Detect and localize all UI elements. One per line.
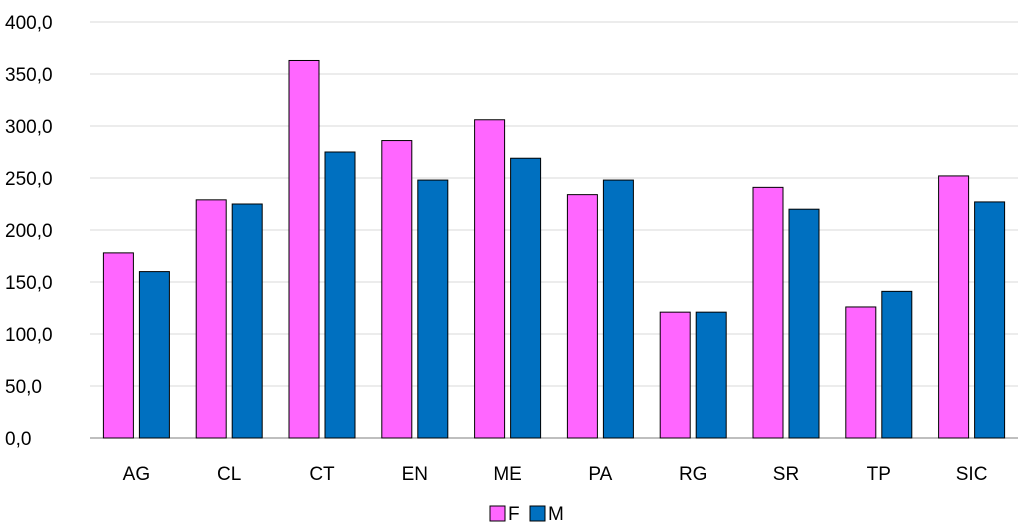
x-tick-label: ME: [493, 464, 522, 485]
bar-f-ct: [288, 59, 320, 439]
y-tick-label: 250,0: [5, 169, 53, 190]
bar-m-me: [510, 157, 542, 439]
y-tick-label: 100,0: [5, 325, 53, 346]
bar-f-ag: [102, 252, 134, 439]
legend-swatch-m: [529, 505, 546, 522]
bar-m-pa: [602, 179, 634, 439]
bar-m-sr: [788, 208, 820, 439]
bar-m-ag: [138, 271, 170, 439]
bar-m-rg: [695, 311, 727, 439]
y-tick-label: 50,0: [5, 377, 42, 398]
bar-m-cl: [231, 203, 263, 439]
legend-label-m: M: [548, 504, 564, 525]
x-tick-label: AG: [123, 464, 150, 485]
x-tick-label: SIC: [956, 464, 988, 485]
bar-m-tp: [881, 290, 913, 439]
x-tick-label: CT: [309, 464, 335, 485]
bar-f-sr: [752, 186, 784, 439]
bar-f-me: [474, 119, 506, 439]
bar-f-tp: [845, 306, 877, 439]
bar-f-en: [381, 140, 413, 439]
bar-f-cl: [195, 199, 227, 439]
y-axis: 0,0 50,0 100,0 150,0 200,0 250,0 300,0 350,0 400…: [5, 13, 53, 450]
y-tick-label: 350,0: [5, 65, 53, 86]
x-tick-label: CL: [217, 464, 241, 485]
y-tick-label: 0,0: [5, 429, 31, 450]
bar-m-sic: [974, 201, 1006, 439]
bars: [102, 59, 1006, 439]
gridlines: [90, 21, 1018, 439]
y-tick-label: 400,0: [5, 13, 53, 34]
bar-f-sic: [938, 175, 970, 439]
y-tick-label: 300,0: [5, 117, 53, 138]
x-tick-label: PA: [588, 464, 612, 485]
y-tick-label: 150,0: [5, 273, 53, 294]
legend-label-f: F: [508, 504, 520, 525]
x-tick-label: RG: [679, 464, 708, 485]
x-tick-label: EN: [402, 464, 428, 485]
x-tick-label: TP: [867, 464, 891, 485]
y-tick-label: 200,0: [5, 221, 53, 242]
x-axis: AG CL CT EN ME PA RG SR TP SIC: [123, 464, 988, 485]
x-tick-label: SR: [773, 464, 799, 485]
bar-m-en: [417, 179, 449, 439]
bar-f-pa: [566, 194, 598, 439]
bar-f-rg: [659, 311, 691, 439]
legend-swatch-f: [489, 505, 506, 522]
bar-m-ct: [324, 151, 356, 439]
